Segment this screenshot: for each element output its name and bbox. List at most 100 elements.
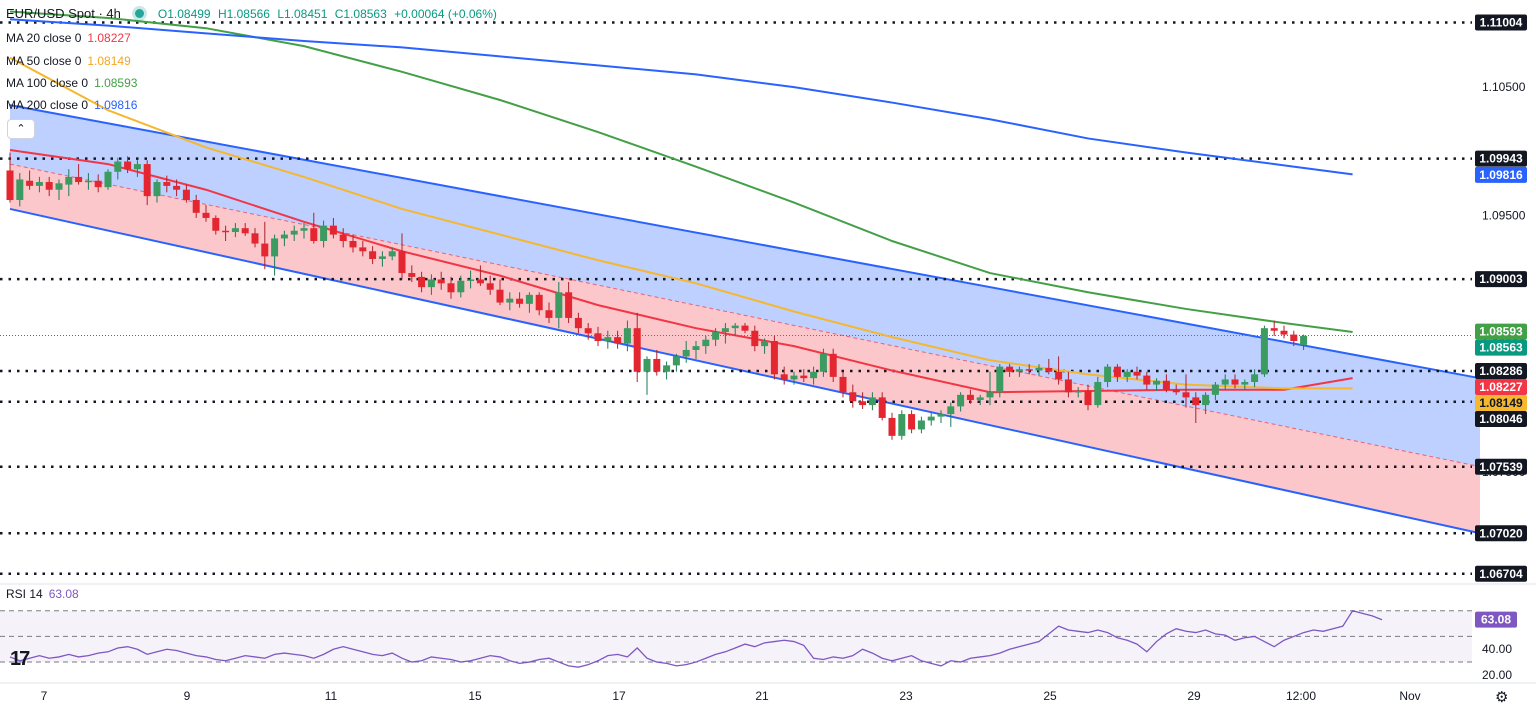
candle-body xyxy=(16,179,24,200)
candle-body xyxy=(1113,366,1121,377)
candle-body xyxy=(810,371,818,379)
time-axis-tick: 25 xyxy=(1043,689,1057,703)
rsi-label: RSI 14 xyxy=(6,587,43,601)
candle-body xyxy=(702,339,710,347)
price-label-level xyxy=(1475,565,1527,582)
ma200-legend[interactable]: MA 200 close 0 1.09816 xyxy=(6,98,137,112)
candle-body xyxy=(163,182,171,186)
candle-body xyxy=(633,328,641,372)
candle-body xyxy=(359,247,367,252)
candle-body xyxy=(1241,382,1249,385)
candle-body xyxy=(143,164,151,197)
candle-body xyxy=(300,228,308,231)
price-label-ma200 xyxy=(1475,166,1527,183)
candle-body xyxy=(84,180,92,183)
candle-body xyxy=(623,328,631,344)
candle-body xyxy=(1270,328,1278,331)
candle-body xyxy=(349,241,357,248)
candle-body xyxy=(447,283,455,293)
ma100-value: 1.08593 xyxy=(94,76,138,90)
candle-body xyxy=(927,416,935,421)
ohlc-values: O1.08499 H1.08566 L1.08451 C1.08563 +0.0… xyxy=(158,7,501,21)
candle-body xyxy=(1025,369,1033,371)
price-label-text: 1.09003 xyxy=(1479,272,1523,286)
candle-body xyxy=(908,414,916,430)
candle-body xyxy=(584,328,592,334)
candle-body xyxy=(859,401,867,406)
rsi-value-label-text: 63.08 xyxy=(1481,613,1511,627)
candle-body xyxy=(721,328,729,333)
candle-body xyxy=(212,217,220,231)
candle-body xyxy=(790,375,798,380)
channel-mid-line xyxy=(9,163,1481,468)
candle-body xyxy=(6,170,14,200)
candle-body xyxy=(898,414,906,436)
price-label-text: 1.08563 xyxy=(1479,341,1523,355)
candle-body xyxy=(418,276,426,288)
candle-body xyxy=(231,228,239,233)
ma-line-0 xyxy=(9,148,1353,394)
candle-body xyxy=(535,294,543,311)
rsi-axis-tick: 20.00 xyxy=(1482,668,1512,682)
ma-line-2 xyxy=(9,10,1353,334)
candle-body xyxy=(1055,371,1063,380)
candle-body xyxy=(75,176,83,183)
price-label-level xyxy=(1475,410,1527,427)
symbol-title[interactable]: EUR/USD Spot · 4h xyxy=(6,6,121,21)
gear-icon[interactable]: ⚙ xyxy=(1495,689,1509,706)
price-label-text: 1.09943 xyxy=(1479,152,1523,166)
candle-body xyxy=(320,225,328,242)
ma20-label: MA 20 close 0 xyxy=(6,31,82,45)
ma200-value: 1.09816 xyxy=(94,98,138,112)
candle-body xyxy=(780,374,788,380)
price-label-text: 1.08046 xyxy=(1479,412,1523,426)
price-label-text: 1.08227 xyxy=(1479,380,1523,394)
candle-body xyxy=(565,292,573,318)
candle-body xyxy=(251,233,259,244)
candle-body xyxy=(45,182,53,190)
open-value: O1.08499 xyxy=(157,6,211,21)
candle-body xyxy=(486,283,494,290)
candle-body xyxy=(614,337,622,344)
candle-body xyxy=(976,397,984,400)
candle-body xyxy=(868,397,876,406)
candle-body xyxy=(888,417,896,436)
candle-body xyxy=(290,230,298,235)
candle-body xyxy=(643,358,651,372)
candle-body xyxy=(182,189,190,200)
candle-body xyxy=(369,251,377,259)
time-axis-tick: 11 xyxy=(325,689,338,703)
candle-body xyxy=(1123,371,1131,377)
time-axis-tick: 17 xyxy=(612,689,626,703)
ma50-legend[interactable]: MA 50 close 0 1.08149 xyxy=(6,54,131,68)
price-label-level xyxy=(1475,14,1527,31)
rsi-value-label xyxy=(1475,611,1517,628)
candle-body xyxy=(427,279,435,288)
ma100-label: MA 100 close 0 xyxy=(6,76,89,90)
price-label-ma50 xyxy=(1475,394,1527,411)
candle-body xyxy=(1045,367,1053,372)
channel-lower-fill xyxy=(10,164,1480,534)
candle-body xyxy=(1260,328,1268,375)
time-axis-tick: 9 xyxy=(184,689,191,703)
candle-body xyxy=(65,176,73,185)
candle-body xyxy=(310,228,318,242)
candle-body xyxy=(672,356,680,366)
candle-body xyxy=(1035,367,1043,371)
candle-body xyxy=(604,337,612,341)
time-axis-tick: 15 xyxy=(468,689,482,703)
ma20-legend[interactable]: MA 20 close 0 1.08227 xyxy=(6,31,131,45)
candle-body xyxy=(114,161,122,172)
chevron-up-icon[interactable]: ⌃ xyxy=(7,119,35,139)
price-label-level xyxy=(1475,458,1527,475)
ma20-value: 1.08227 xyxy=(87,31,131,45)
rsi-legend[interactable]: RSI 14 63.08 xyxy=(6,587,79,601)
candle-body xyxy=(1133,371,1141,376)
ma100-legend[interactable]: MA 100 close 0 1.08593 xyxy=(6,76,137,90)
price-label-text: 1.07020 xyxy=(1479,526,1523,540)
candle-body xyxy=(917,420,925,430)
rsi-axis-tick: 40.00 xyxy=(1482,642,1512,656)
candle-body xyxy=(957,394,965,407)
time-axis-tick: 12:00 xyxy=(1286,689,1316,703)
